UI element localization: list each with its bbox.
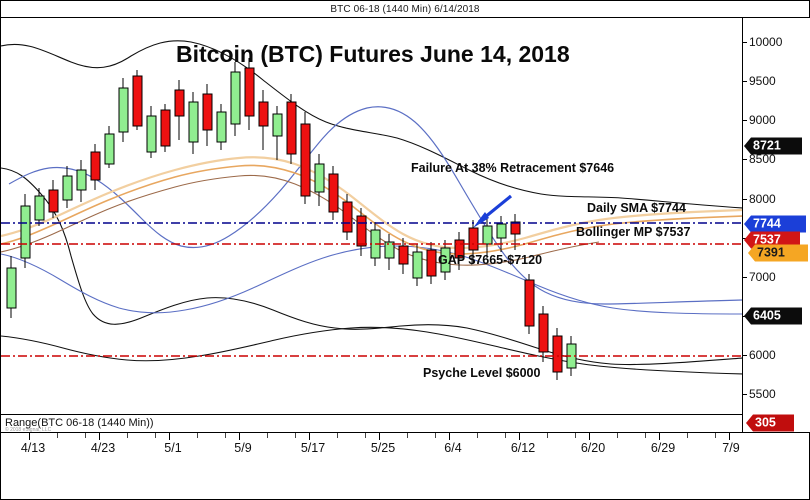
range-indicator-label: Range(BTC 06-18 (1440 Min)) [5, 417, 154, 429]
chart-graphics [1, 40, 742, 380]
date-label-6: 6/4 [444, 441, 462, 455]
date-label-8: 6/20 [580, 441, 606, 455]
price-chart-plot[interactable]: Bitcoin (BTC) Futures June 14, 2018 Fail… [1, 18, 743, 414]
price-axis[interactable]: 10000 9500 9000 8500 8000 7500 7000 6500… [742, 18, 810, 432]
annotation-bollinger-mp: Bollinger MP $7537 [576, 225, 691, 239]
daily-sma-marker[interactable]: 7744 [744, 215, 806, 233]
page-title: Bitcoin (BTC) Futures June 14, 2018 [176, 41, 570, 67]
low-marker[interactable]: 6405 [744, 307, 802, 325]
window-titlebar: BTC 06-18 (1440 Min) 6/14/2018 [1, 1, 809, 18]
annotation-psyche-level: Psyche Level $6000 [423, 366, 541, 380]
date-label-3: 5/9 [234, 441, 252, 455]
price-tick-8000: 8000 [743, 192, 776, 206]
date-label-2: 5/1 [164, 441, 182, 455]
price-tick-9000: 9000 [743, 113, 776, 127]
date-label-10: 7/9 [722, 441, 740, 455]
annotation-gap: GAP $7665-$7120 [438, 253, 543, 267]
price-tick-5500: 5500 [743, 387, 776, 401]
price-tick-8500: 8500 [743, 152, 776, 166]
annotation-daily-sma: Daily SMA $7744 [587, 201, 686, 215]
date-label-9: 6/29 [650, 441, 676, 455]
high-marker[interactable]: 8721 [744, 137, 802, 155]
date-label-4: 5/17 [300, 441, 326, 455]
price-tick-10000: 10000 [742, 35, 782, 49]
last-price-marker[interactable]: 7391 [748, 244, 808, 262]
date-axis[interactable]: 4/13 4/23 5/1 5/9 5/17 5/25 6/4 6/12 6/2… [1, 432, 809, 499]
candlestick-series [6, 58, 577, 380]
copyright-watermark: © 2018 eSignal, LLC [5, 427, 52, 433]
failure-arrow [473, 194, 513, 228]
annotation-failure-retracement: Failure At 38% Retracement $7646 [411, 161, 615, 175]
price-tick-9500: 9500 [743, 74, 776, 88]
date-label-7: 6/12 [510, 441, 536, 455]
date-label-5: 5/25 [370, 441, 396, 455]
range-subpanel[interactable]: Range(BTC 06-18 (1440 Min)) © 2018 eSign… [1, 414, 743, 433]
symbol-title: BTC 06-18 (1440 Min) 6/14/2018 [330, 3, 480, 15]
bollinger-mp-marker[interactable]: 7537 [744, 231, 800, 249]
date-label-1: 4/23 [90, 441, 116, 455]
range-value-marker[interactable]: 305 [746, 414, 794, 432]
date-label-0: 4/13 [20, 441, 46, 455]
price-tick-7000: 7000 [743, 270, 776, 284]
price-tick-6000: 6000 [743, 348, 776, 362]
